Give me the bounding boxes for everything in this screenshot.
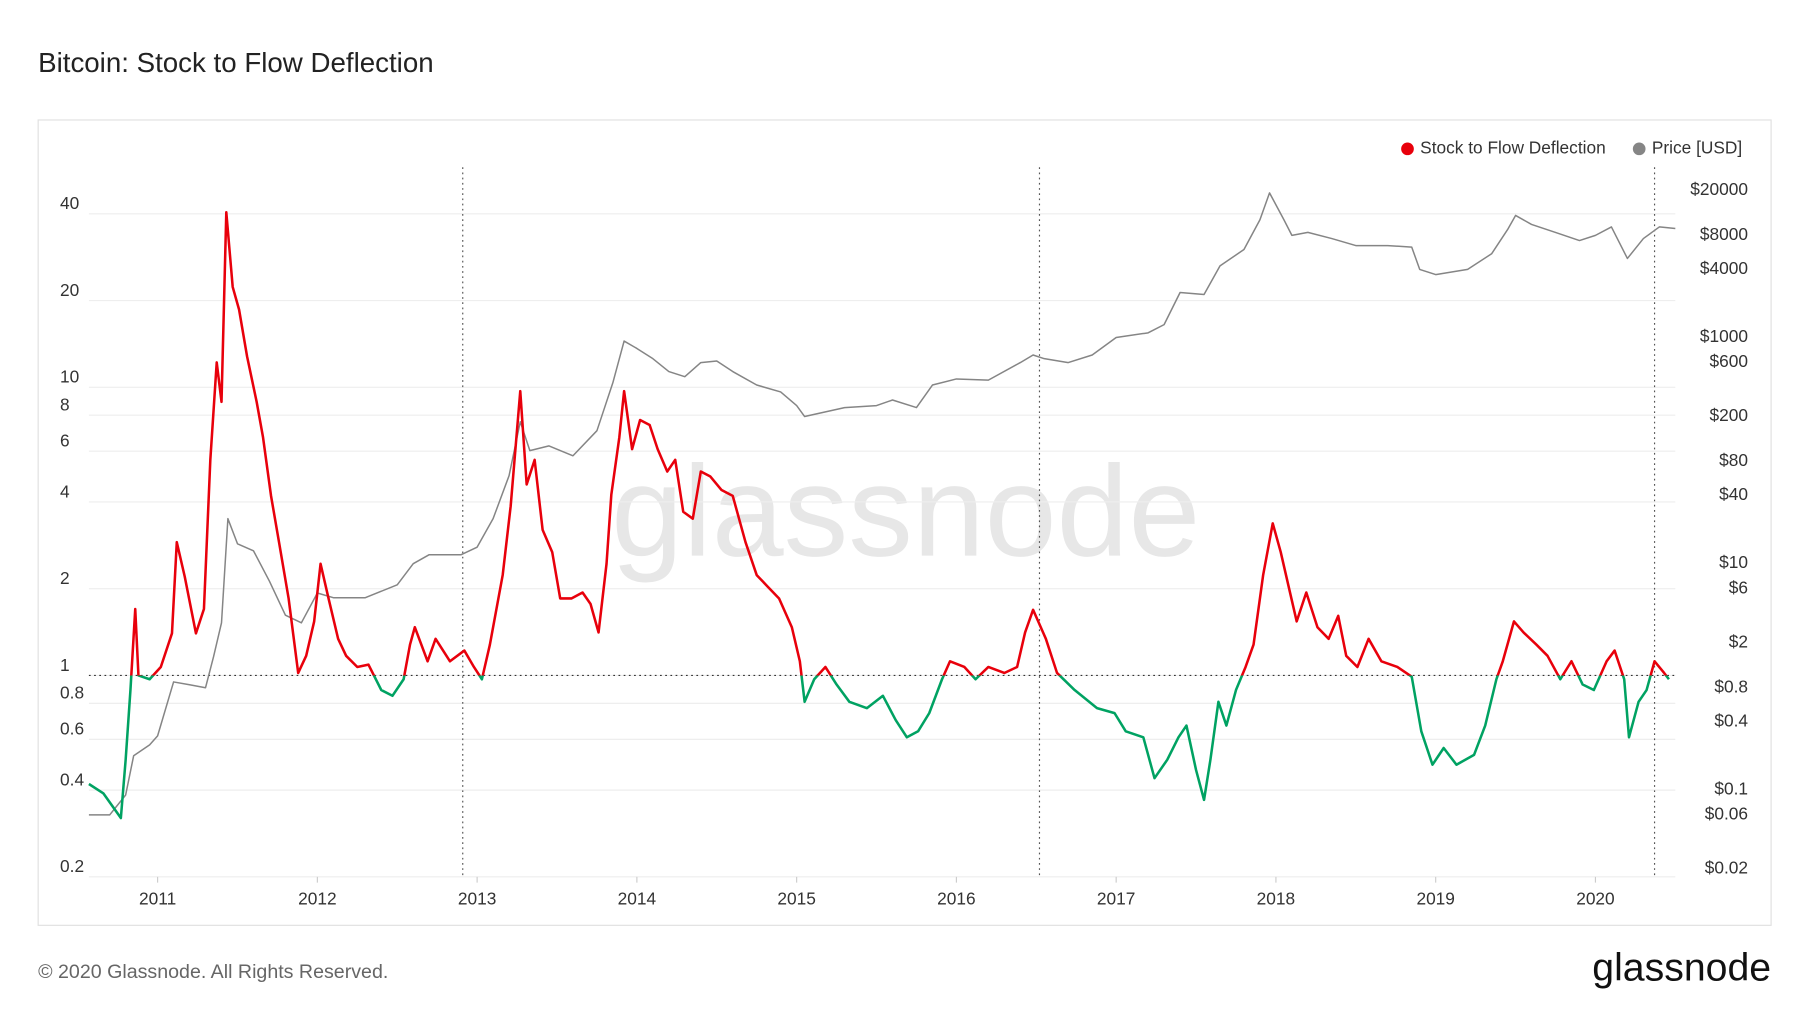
footer: © 2020 Glassnode. All Rights Reserved. xyxy=(38,961,388,983)
y2-tick-label: $20000 xyxy=(1690,179,1748,199)
y2-tick-label: $10 xyxy=(1719,552,1748,572)
y2-tick-label: $40 xyxy=(1719,484,1748,504)
y2-tick-label: $0.8 xyxy=(1714,676,1748,696)
x-tick-label: 2019 xyxy=(1416,888,1454,908)
y2-tick-label: $8000 xyxy=(1700,224,1748,244)
x-tick-label: 2016 xyxy=(937,888,975,908)
chart-title: Bitcoin: Stock to Flow Deflection xyxy=(38,47,433,78)
y2-tick-label: $600 xyxy=(1710,351,1748,371)
legend-swatch xyxy=(1401,142,1414,156)
y2-tick-label: $1000 xyxy=(1700,326,1748,346)
price-line xyxy=(88,192,1676,816)
y-tick-label: 8 xyxy=(60,395,70,415)
y2-tick-label: $80 xyxy=(1719,450,1748,470)
y2-tick-label: $4000 xyxy=(1700,258,1748,278)
brand-logo: glassnode xyxy=(1592,946,1771,990)
y2-tick-label: $0.06 xyxy=(1705,803,1748,823)
legend-swatch xyxy=(1632,142,1646,156)
panel xyxy=(37,119,1772,926)
x-tick-label: 2020 xyxy=(1576,888,1614,908)
y2-tick-label: $0.1 xyxy=(1714,778,1748,798)
y-tick-label: 40 xyxy=(60,193,79,213)
y-tick-label: 0.6 xyxy=(60,719,84,739)
y-tick-label: 0.8 xyxy=(60,683,84,703)
s2f-line xyxy=(88,210,1670,820)
x-tick-label: 2017 xyxy=(1097,888,1135,908)
y2-tick-label: $0.4 xyxy=(1714,710,1748,730)
y-tick-label: 4 xyxy=(60,481,70,501)
y-tick-label: 20 xyxy=(60,280,79,300)
x-tick-label: 2015 xyxy=(777,888,815,908)
y-tick-label: 6 xyxy=(60,431,70,451)
y2-tick-label: $200 xyxy=(1710,405,1748,425)
y-tick-label: 2 xyxy=(60,568,70,588)
x-tick-label: 2012 xyxy=(298,888,336,908)
y2-tick-label: $6 xyxy=(1729,577,1748,597)
watermark: glassnode xyxy=(611,440,1200,584)
y2-tick-label: $2 xyxy=(1729,631,1748,651)
legend-label: Stock to Flow Deflection xyxy=(1420,137,1606,157)
x-tick-label: 2018 xyxy=(1257,888,1295,908)
y-tick-label: 1 xyxy=(60,655,70,675)
y-tick-label: 0.4 xyxy=(60,769,84,789)
x-tick-label: 2011 xyxy=(139,888,176,908)
y2-tick-label: $0.02 xyxy=(1705,857,1748,877)
x-tick-label: 2014 xyxy=(618,888,657,908)
y-tick-label: 0.2 xyxy=(60,856,84,876)
x-tick-label: 2013 xyxy=(458,888,496,908)
legend-label: Price [USD] xyxy=(1652,137,1742,157)
y-tick-label: 10 xyxy=(60,367,79,387)
